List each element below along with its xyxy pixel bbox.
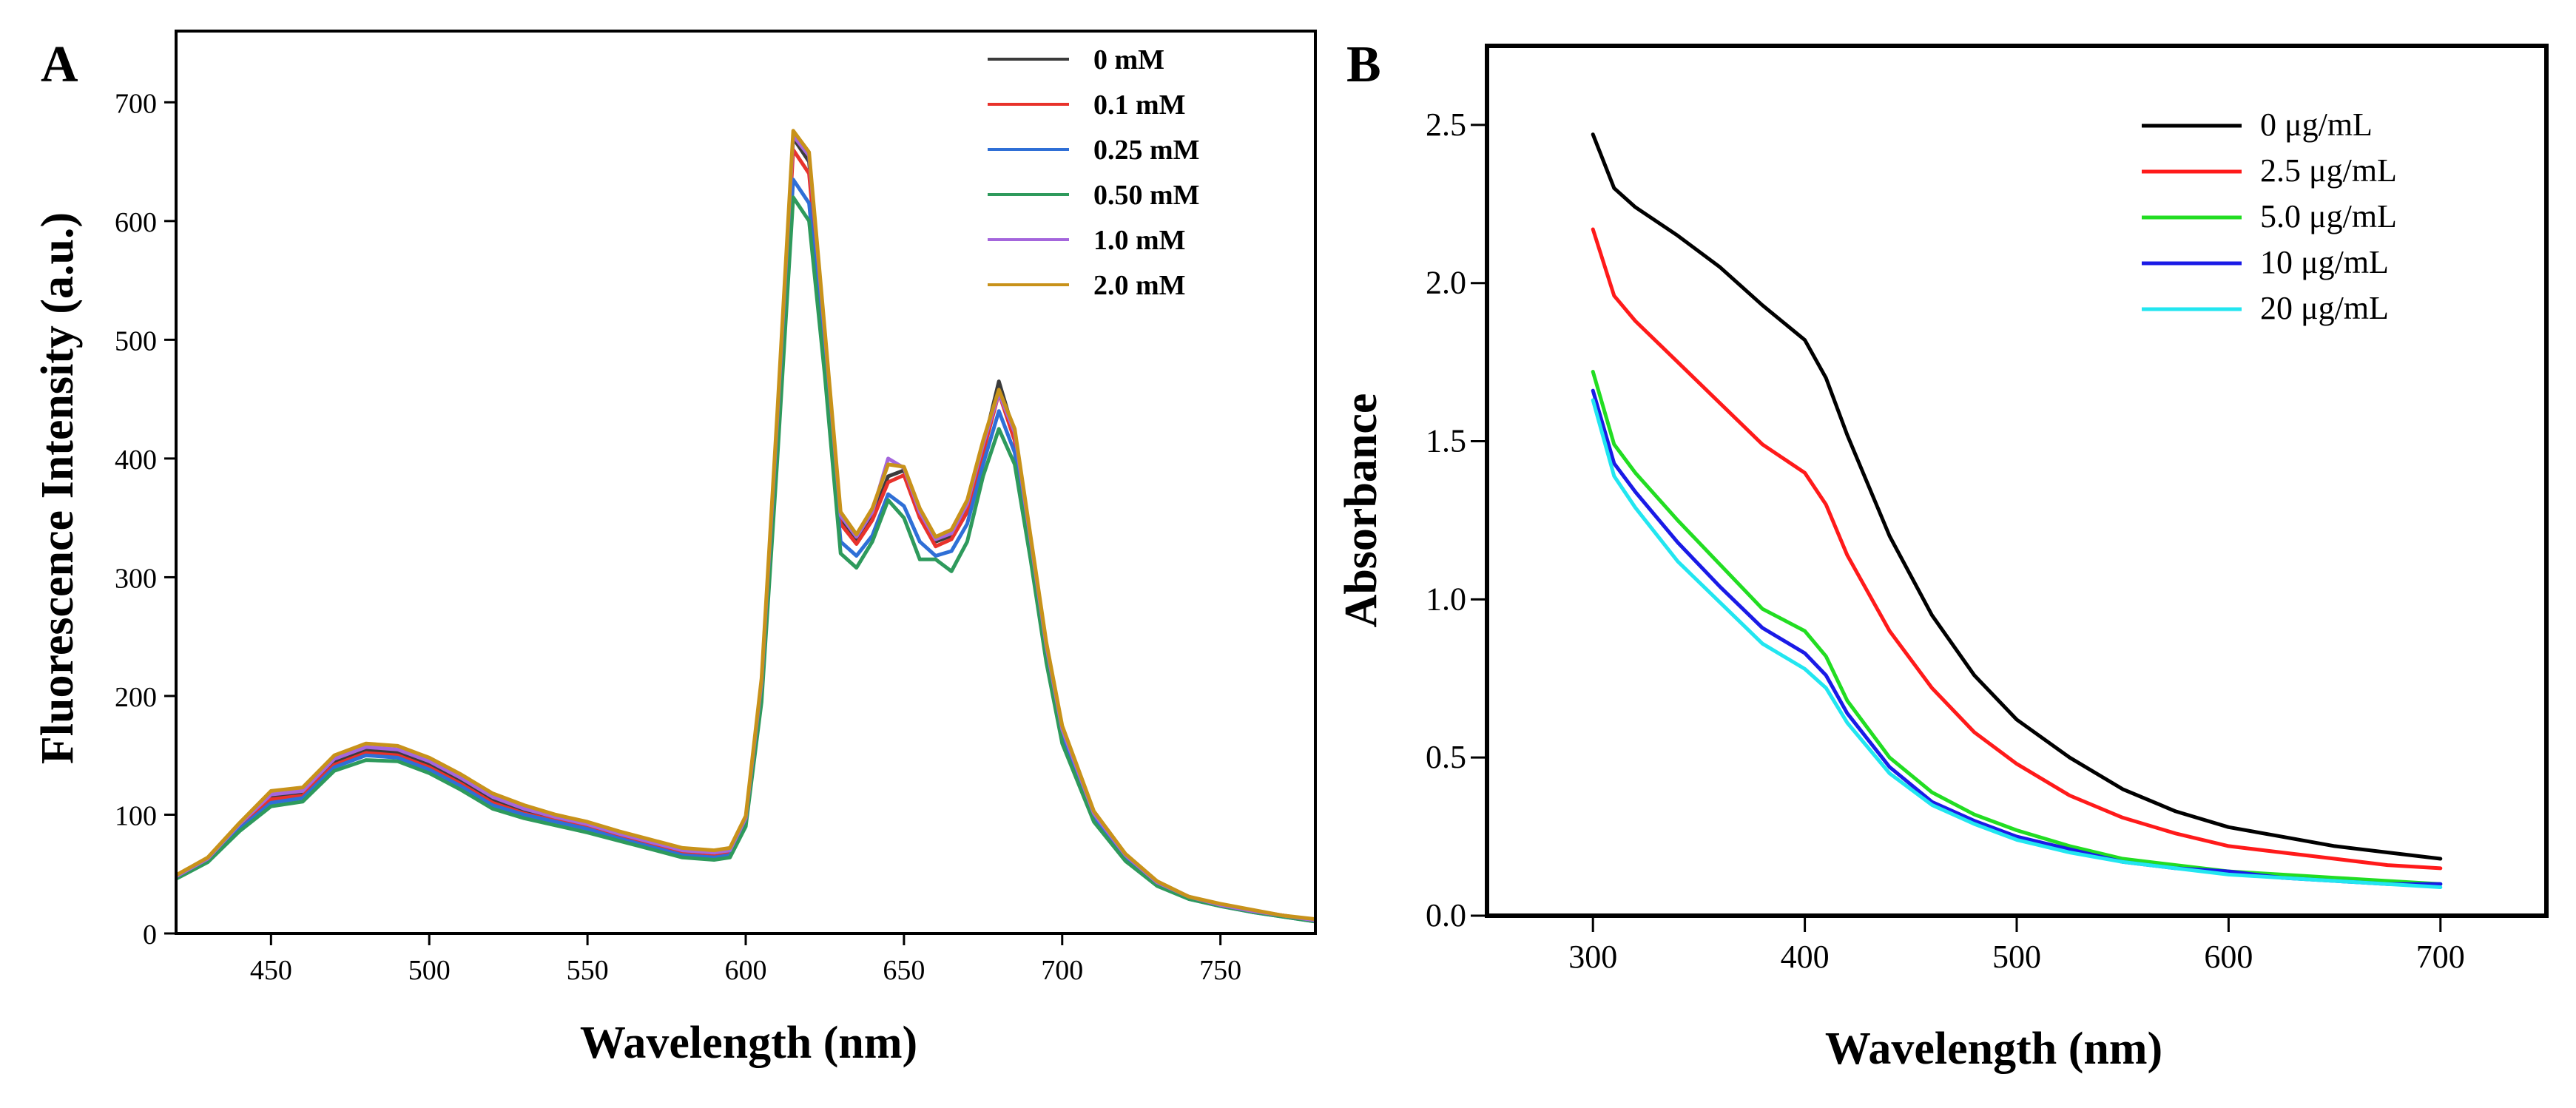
panel-a-legend-label: 1.0 mM — [1093, 225, 1186, 256]
panel-a-legend-label: 0.25 mM — [1093, 135, 1200, 166]
panel-b-y-tick-label: 0.5 — [1426, 739, 1466, 775]
panel-b-series-line-3 — [1591, 370, 2443, 886]
panel-a-legend-label: 0.50 mM — [1093, 180, 1200, 211]
panel-b-legend-label: 5.0 μg/mL — [2260, 198, 2397, 234]
panel-a-chart: A 450 500 550 600 650 700 750 0 100 200 300 400 500… — [33, 30, 1317, 1068]
panel-b-x-tick-label: 700 — [2416, 939, 2465, 975]
panel-b-y-tick-label: 2.5 — [1426, 107, 1466, 143]
panel-b-x-tick-label: 300 — [1568, 939, 1617, 975]
panel-a-series-line-4 — [176, 195, 1315, 924]
panel-a-x-ticks: 450 500 550 600 650 700 750 — [250, 933, 1241, 986]
panel-b-y-tick-label: 0.0 — [1426, 897, 1466, 933]
panel-a-x-tick-label: 600 — [725, 955, 767, 986]
panel-a-y-tick-label: 500 — [115, 325, 157, 357]
panel-b-series-group — [1591, 132, 2443, 889]
panel-b-y-ticks: 0.0 0.5 1.0 1.5 2.0 2.5 — [1426, 107, 1487, 933]
panel-b-x-ticks: 300 400 500 600 700 — [1568, 916, 2465, 975]
panel-b-legend-label: 20 μg/mL — [2260, 290, 2389, 326]
panel-b-x-tick-label: 500 — [1992, 939, 2041, 975]
panel-a-y-axis-title: Fluorescence Intensity (a.u.) — [33, 212, 83, 764]
panel-b-x-tick-label: 400 — [1781, 939, 1830, 975]
panel-b-legend-label: 2.5 μg/mL — [2260, 152, 2397, 189]
panel-a-x-tick-label: 650 — [883, 955, 925, 986]
panel-a-x-tick-label: 750 — [1199, 955, 1241, 986]
panel-b-x-tick-label: 600 — [2204, 939, 2253, 975]
panel-a-y-tick-label: 200 — [115, 682, 157, 713]
panel-a-x-tick-label: 500 — [408, 955, 451, 986]
panel-a-x-tick-label: 450 — [250, 955, 292, 986]
panel-a-series-group — [176, 129, 1315, 924]
panel-a-legend: 0 mM 0.1 mM 0.25 mM 0.50 mM 1.0 mM 2.0 mM — [988, 44, 1200, 301]
panel-a-series-line-6 — [176, 129, 1315, 922]
panel-a-y-tick-label: 100 — [115, 800, 157, 831]
panel-a-y-tick-label: 300 — [115, 563, 157, 594]
panel-b-x-axis-title: Wavelength (nm) — [1825, 1024, 2162, 1074]
panel-a-y-tick-label: 400 — [115, 445, 157, 476]
panel-b-legend-label: 10 μg/mL — [2260, 244, 2389, 280]
panel-b-label: B — [1346, 36, 1381, 93]
panel-a-y-ticks: 0 100 200 300 400 500 600 700 — [115, 88, 176, 950]
panel-a-legend-label: 0 mM — [1093, 44, 1164, 75]
panel-b-legend-label: 0 μg/mL — [2260, 107, 2373, 143]
panel-b-series-line-1 — [1591, 132, 2443, 861]
panel-a-label: A — [41, 36, 78, 93]
panel-a-legend-label: 0.1 mM — [1093, 89, 1186, 121]
panel-b-series-line-2 — [1591, 227, 2443, 871]
panel-b-y-tick-label: 2.0 — [1426, 265, 1466, 301]
panel-a-legend-label: 2.0 mM — [1093, 270, 1186, 301]
panel-a-x-axis-title: Wavelength (nm) — [580, 1018, 917, 1068]
panel-a-x-tick-label: 700 — [1041, 955, 1083, 986]
panel-a-y-tick-label: 0 — [143, 919, 157, 950]
panel-a-x-tick-label: 550 — [567, 955, 609, 986]
panel-b-y-tick-label: 1.0 — [1426, 581, 1466, 617]
panel-b-y-tick-label: 1.5 — [1426, 423, 1466, 459]
panel-a-y-tick-label: 700 — [115, 88, 157, 119]
panel-b-y-axis-title: Absorbance — [1336, 393, 1386, 628]
panel-a-y-tick-label: 600 — [115, 207, 157, 238]
panel-b-chart: B 300 400 500 600 700 0.0 0.5 1.0 1.5 2.0 2.5 Wav… — [1336, 36, 2549, 1074]
panel-b-series-line-5 — [1591, 398, 2443, 889]
panel-b-legend: 0 μg/mL 2.5 μg/mL 5.0 μg/mL 10 μg/mL 20 μg/m… — [2142, 107, 2397, 326]
